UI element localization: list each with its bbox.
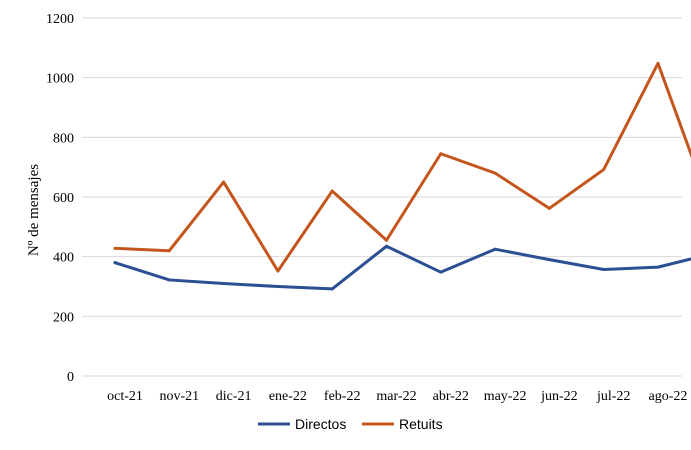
data-point-retuits	[656, 61, 660, 65]
data-point-directos	[439, 270, 443, 274]
data-point-retuits	[113, 246, 117, 250]
series-line-retuits	[113, 61, 691, 273]
y-tick-label: 800	[53, 131, 74, 146]
x-tick-label: oct-21	[107, 389, 143, 404]
data-point-retuits	[167, 249, 171, 253]
y-tick-label: 0	[67, 370, 74, 385]
data-point-directos	[222, 282, 226, 286]
x-axis-ticks: oct-21 nov-21 dic-21 ene-22 feb-22 mar-22 abr-…	[107, 389, 688, 404]
x-tick-label: mar-22	[376, 389, 416, 404]
gridlines	[82, 17, 682, 377]
data-point-directos	[330, 287, 334, 291]
series-lines	[113, 61, 691, 291]
x-tick-label: feb-22	[324, 389, 361, 404]
data-point-directos	[547, 258, 551, 262]
y-tick-label: 200	[53, 310, 74, 325]
data-point-retuits	[276, 269, 280, 273]
x-tick-label: abr-22	[433, 389, 469, 404]
data-point-retuits	[493, 171, 497, 175]
series-line-directos	[113, 244, 691, 291]
y-tick-label: 1200	[46, 12, 74, 27]
data-point-directos	[167, 278, 171, 282]
data-point-directos	[276, 285, 280, 288]
data-point-retuits	[385, 238, 388, 242]
data-point-retuits	[547, 206, 551, 210]
data-point-directos	[656, 265, 660, 269]
x-tick-label: may-22	[484, 389, 527, 404]
legend-label-retuits: Retuits	[399, 416, 443, 432]
data-point-retuits	[602, 168, 606, 172]
y-tick-label: 600	[53, 191, 74, 206]
data-point-retuits	[439, 152, 443, 156]
data-point-retuits	[222, 180, 226, 184]
y-tick-label: 1000	[46, 72, 74, 87]
y-axis-label: Nº de mensajes	[26, 164, 42, 256]
data-point-retuits	[330, 189, 334, 193]
x-tick-label: dic-21	[216, 389, 252, 404]
x-tick-label: ago-22	[649, 389, 688, 404]
x-tick-label: jul-22	[596, 389, 630, 404]
legend-label-directos: Directos	[295, 416, 346, 432]
y-axis-ticks: 0 200 400 600 800 1000 1200	[46, 12, 74, 385]
data-point-directos	[385, 244, 388, 248]
data-point-directos	[113, 261, 117, 265]
y-tick-label: 400	[53, 251, 74, 266]
data-point-directos	[602, 267, 606, 271]
x-tick-label: jun-22	[540, 389, 578, 404]
legend: Directos Retuits	[258, 416, 443, 432]
data-point-directos	[493, 247, 497, 251]
x-tick-label: ene-22	[269, 389, 307, 404]
x-tick-label: nov-21	[159, 389, 199, 404]
